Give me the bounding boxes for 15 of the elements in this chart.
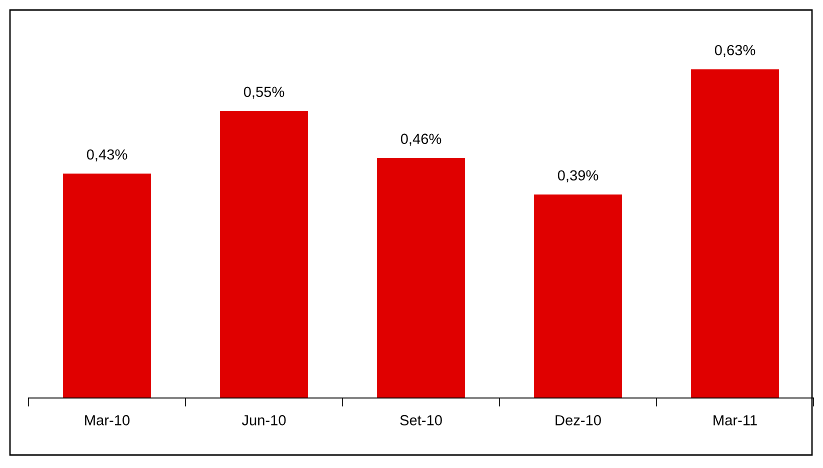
x-tick-label: Dez-10 bbox=[556, 415, 601, 426]
bar bbox=[691, 69, 779, 398]
x-tick-label: Mar-10 bbox=[85, 415, 130, 426]
data-label: 0,43% bbox=[86, 149, 128, 162]
bar bbox=[220, 111, 308, 398]
bar bbox=[534, 194, 622, 398]
x-tick-label: Jun-10 bbox=[242, 415, 286, 426]
data-label: 0,39% bbox=[558, 170, 598, 182]
bar bbox=[63, 174, 151, 398]
x-tick-label: Set-10 bbox=[400, 415, 442, 426]
data-label: 0,46% bbox=[400, 134, 442, 146]
data-label: 0,63% bbox=[714, 44, 756, 58]
x-tick-label: Mar-11 bbox=[714, 415, 757, 426]
data-label: 0,55% bbox=[244, 86, 284, 99]
bar bbox=[377, 158, 465, 398]
